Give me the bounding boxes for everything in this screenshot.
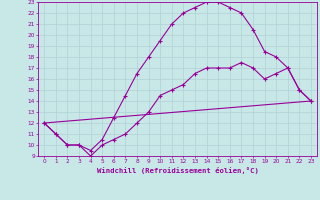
X-axis label: Windchill (Refroidissement éolien,°C): Windchill (Refroidissement éolien,°C) — [97, 167, 259, 174]
